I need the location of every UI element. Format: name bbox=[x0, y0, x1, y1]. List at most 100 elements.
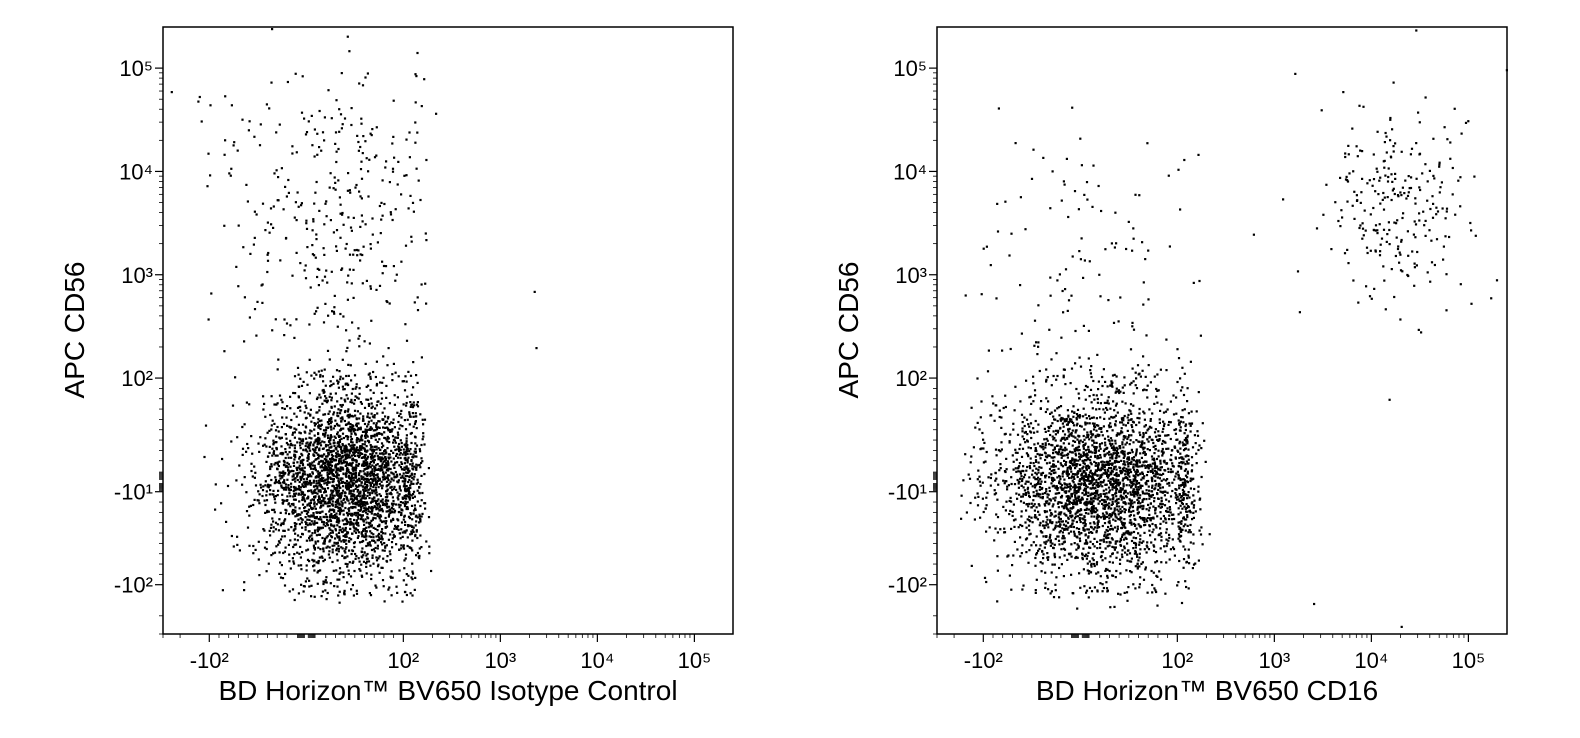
data-point bbox=[1094, 486, 1097, 489]
data-point bbox=[268, 493, 271, 496]
data-point bbox=[316, 482, 319, 485]
data-point bbox=[319, 375, 322, 378]
data-point bbox=[317, 284, 320, 287]
data-point bbox=[362, 490, 365, 493]
data-point bbox=[1086, 434, 1089, 437]
data-point bbox=[337, 147, 340, 151]
data-point bbox=[351, 466, 354, 469]
data-point bbox=[308, 323, 311, 326]
data-point bbox=[315, 373, 318, 376]
data-point bbox=[1034, 471, 1037, 474]
data-point bbox=[273, 511, 276, 514]
data-point bbox=[361, 443, 364, 446]
data-point bbox=[413, 435, 417, 438]
data-point bbox=[369, 397, 373, 400]
data-point bbox=[339, 571, 342, 574]
data-point bbox=[1103, 461, 1106, 464]
data-point bbox=[346, 346, 349, 349]
data-point bbox=[1074, 502, 1077, 506]
data-point bbox=[418, 491, 421, 494]
data-point bbox=[318, 409, 321, 412]
data-point bbox=[411, 518, 414, 521]
data-point bbox=[396, 591, 399, 594]
data-point bbox=[316, 521, 319, 524]
data-point bbox=[1137, 523, 1140, 526]
data-point bbox=[354, 414, 357, 417]
data-point bbox=[344, 247, 347, 250]
data-point bbox=[339, 113, 343, 116]
data-point bbox=[281, 577, 285, 580]
data-point bbox=[284, 512, 287, 515]
data-point bbox=[304, 277, 308, 280]
data-point bbox=[405, 593, 408, 597]
data-point bbox=[374, 438, 377, 441]
data-point bbox=[260, 486, 263, 489]
data-point bbox=[400, 445, 403, 448]
data-point bbox=[230, 104, 233, 107]
data-point bbox=[1141, 500, 1144, 503]
data-point bbox=[1063, 454, 1066, 457]
data-point bbox=[357, 454, 360, 457]
data-point bbox=[248, 514, 251, 517]
data-point bbox=[412, 478, 415, 481]
data-point bbox=[1061, 531, 1064, 534]
data-point bbox=[377, 534, 380, 537]
data-point bbox=[359, 145, 362, 149]
data-point bbox=[370, 434, 373, 438]
data-point bbox=[1099, 582, 1102, 585]
data-point bbox=[364, 518, 367, 521]
data-point bbox=[1163, 494, 1166, 497]
data-point bbox=[300, 452, 303, 455]
data-point bbox=[314, 469, 317, 472]
x-tick-label: 10³ bbox=[484, 648, 516, 673]
data-point bbox=[410, 480, 413, 483]
data-point bbox=[307, 497, 310, 500]
data-point bbox=[324, 464, 327, 467]
data-point bbox=[1098, 443, 1102, 446]
data-point bbox=[1034, 455, 1037, 458]
data-point bbox=[376, 499, 379, 502]
data-point bbox=[284, 450, 287, 454]
data-point bbox=[1072, 525, 1075, 529]
data-point bbox=[339, 417, 342, 420]
data-point bbox=[241, 118, 244, 121]
data-point bbox=[356, 490, 359, 493]
data-point bbox=[1082, 465, 1085, 468]
data-point bbox=[230, 440, 233, 443]
data-point bbox=[306, 524, 309, 527]
data-point bbox=[334, 505, 337, 509]
data-point bbox=[388, 402, 391, 405]
data-point bbox=[348, 540, 351, 543]
data-point bbox=[318, 424, 321, 427]
data-point bbox=[399, 448, 402, 451]
data-point bbox=[1028, 529, 1031, 532]
data-point bbox=[288, 451, 291, 454]
data-point bbox=[336, 450, 339, 453]
data-point bbox=[245, 510, 249, 513]
data-point bbox=[376, 463, 379, 466]
data-point bbox=[294, 515, 297, 518]
data-point bbox=[321, 536, 324, 540]
data-point bbox=[1177, 533, 1181, 536]
data-point bbox=[339, 412, 342, 415]
data-point bbox=[1056, 476, 1059, 479]
data-point bbox=[1074, 436, 1077, 439]
data-point bbox=[324, 579, 327, 582]
data-point bbox=[269, 413, 272, 417]
data-point bbox=[308, 530, 311, 533]
data-point bbox=[316, 499, 320, 502]
data-point bbox=[339, 212, 342, 215]
data-point bbox=[266, 431, 269, 434]
data-point bbox=[340, 268, 343, 271]
data-point bbox=[327, 449, 330, 452]
data-point bbox=[364, 532, 367, 535]
data-point bbox=[423, 418, 427, 421]
data-point bbox=[383, 436, 386, 439]
data-point bbox=[314, 422, 317, 425]
data-point bbox=[302, 496, 305, 499]
data-point bbox=[297, 564, 300, 567]
data-point bbox=[312, 552, 315, 555]
data-point bbox=[356, 410, 359, 413]
data-point bbox=[262, 395, 265, 398]
